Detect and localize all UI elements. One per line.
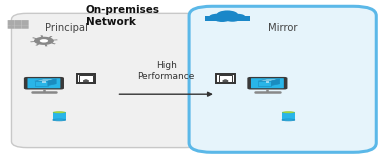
Polygon shape	[282, 112, 295, 120]
Circle shape	[214, 15, 231, 22]
Polygon shape	[271, 79, 280, 86]
FancyBboxPatch shape	[28, 78, 60, 88]
Polygon shape	[35, 81, 48, 86]
FancyBboxPatch shape	[15, 26, 22, 29]
FancyBboxPatch shape	[251, 78, 284, 88]
FancyBboxPatch shape	[79, 75, 93, 82]
Ellipse shape	[53, 119, 66, 121]
Ellipse shape	[282, 119, 295, 121]
Circle shape	[225, 15, 241, 22]
FancyBboxPatch shape	[248, 77, 288, 89]
FancyBboxPatch shape	[77, 74, 95, 83]
FancyBboxPatch shape	[22, 20, 29, 23]
Circle shape	[231, 14, 245, 20]
FancyBboxPatch shape	[8, 23, 15, 26]
FancyBboxPatch shape	[216, 74, 235, 83]
FancyBboxPatch shape	[189, 6, 376, 152]
FancyBboxPatch shape	[22, 26, 29, 29]
FancyBboxPatch shape	[8, 20, 15, 23]
FancyBboxPatch shape	[8, 26, 15, 29]
Polygon shape	[258, 81, 271, 86]
FancyBboxPatch shape	[24, 77, 64, 89]
Polygon shape	[42, 81, 46, 83]
FancyBboxPatch shape	[11, 13, 201, 148]
Polygon shape	[35, 79, 56, 81]
Polygon shape	[265, 81, 269, 83]
FancyBboxPatch shape	[22, 23, 29, 26]
Bar	[205, 16, 250, 21]
FancyBboxPatch shape	[83, 80, 89, 82]
Ellipse shape	[53, 111, 66, 113]
Text: Mirror: Mirror	[268, 23, 298, 33]
FancyBboxPatch shape	[15, 23, 22, 26]
Ellipse shape	[55, 112, 63, 113]
FancyBboxPatch shape	[15, 20, 22, 23]
Text: High
Performance: High Performance	[138, 61, 195, 81]
Ellipse shape	[282, 111, 295, 113]
FancyBboxPatch shape	[219, 75, 232, 82]
Circle shape	[216, 10, 238, 19]
Polygon shape	[258, 79, 280, 81]
Polygon shape	[30, 35, 58, 46]
Circle shape	[40, 39, 48, 43]
Text: On-premises
Network: On-premises Network	[86, 5, 160, 27]
Polygon shape	[53, 112, 66, 120]
Text: Principal: Principal	[45, 23, 88, 33]
Polygon shape	[48, 79, 56, 86]
FancyBboxPatch shape	[223, 80, 228, 82]
Circle shape	[205, 16, 216, 21]
Circle shape	[239, 17, 249, 21]
Circle shape	[209, 14, 225, 20]
Ellipse shape	[284, 112, 293, 113]
